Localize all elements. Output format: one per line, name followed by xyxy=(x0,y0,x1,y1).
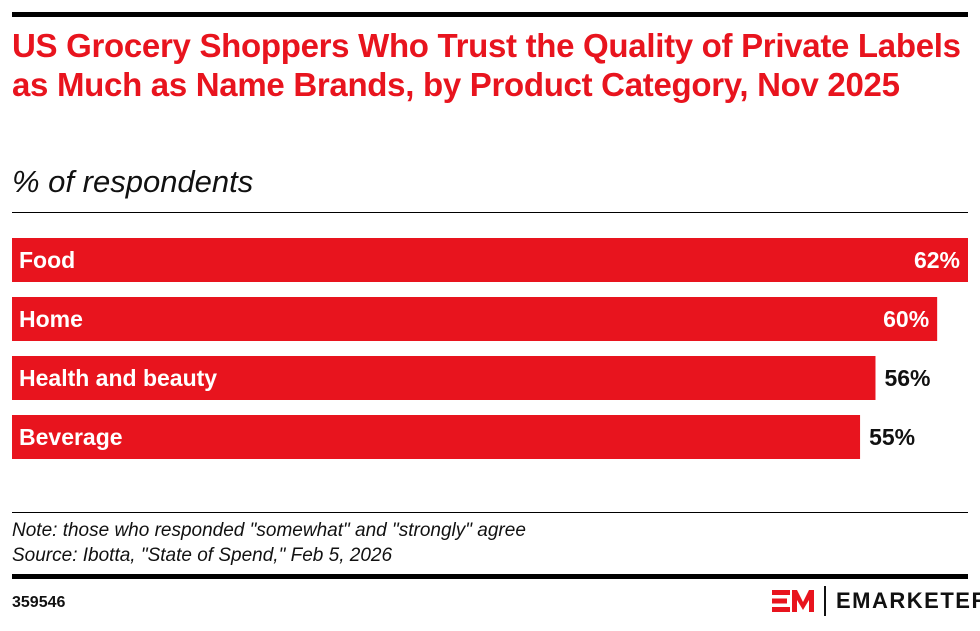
chart-id: 359546 xyxy=(12,594,66,611)
bar-chart: Food 62% Home 60% Health and beauty 56% Bevera… xyxy=(12,238,968,459)
bar-beverage xyxy=(12,415,861,459)
em-logo-icon xyxy=(772,590,814,612)
chart-subtitle: % of respondents xyxy=(12,164,254,199)
category-label: Food xyxy=(19,247,75,273)
value-label: 56% xyxy=(884,365,930,391)
chart-title: US Grocery Shoppers Who Trust the Qualit… xyxy=(12,27,961,103)
category-label: Home xyxy=(19,306,83,332)
source-text: Source: Ibotta, "State of Spend," Feb 5,… xyxy=(12,545,393,566)
logo-separator xyxy=(824,586,826,616)
bar-home xyxy=(12,297,938,341)
subtitle-rule xyxy=(12,212,968,213)
bar-food xyxy=(12,238,968,282)
footnotes: Note: those who responded "somewhat" and… xyxy=(12,518,526,568)
bar-health-and-beauty xyxy=(12,356,876,400)
value-label: 55% xyxy=(869,424,915,450)
value-label: 62% xyxy=(914,247,960,273)
note-rule xyxy=(12,512,968,513)
category-label: Health and beauty xyxy=(19,365,217,391)
emarketer-logo: EMARKETER xyxy=(772,586,980,616)
bottom-rule xyxy=(12,574,968,579)
top-rule xyxy=(12,12,968,17)
brand-name: EMARKETER xyxy=(836,588,980,613)
note-text: Note: those who responded "somewhat" and… xyxy=(12,520,526,541)
category-label: Beverage xyxy=(19,424,123,450)
value-label: 60% xyxy=(883,306,929,332)
